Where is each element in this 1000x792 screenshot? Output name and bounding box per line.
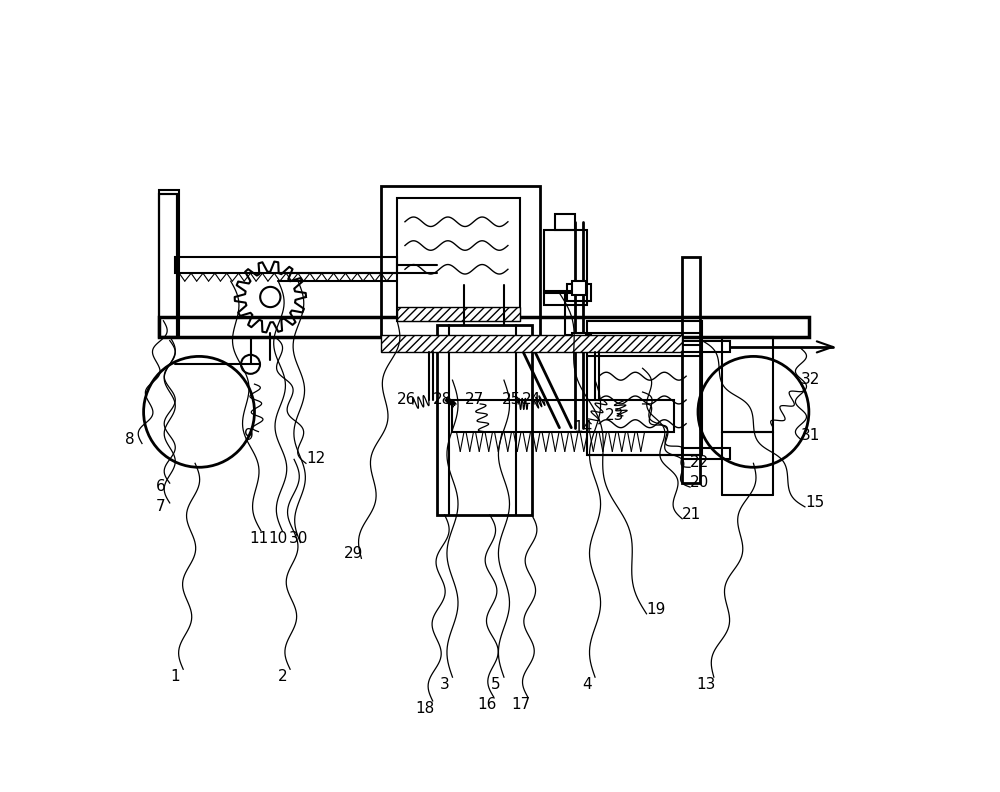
Text: 21: 21 (682, 507, 701, 522)
Bar (397, 198, 520, 321)
Text: 27: 27 (465, 392, 484, 407)
Text: 26: 26 (397, 392, 416, 407)
Text: 17: 17 (512, 697, 531, 712)
Bar (381, 186, 540, 337)
Bar (437, 325, 532, 515)
Bar (587, 321, 702, 455)
Text: 32: 32 (801, 372, 820, 387)
Bar (572, 333, 586, 347)
Bar (722, 337, 773, 432)
Text: 20: 20 (690, 475, 709, 490)
Bar (159, 194, 177, 337)
Bar (567, 335, 591, 352)
Text: 19: 19 (647, 602, 666, 617)
Text: 2: 2 (277, 669, 287, 684)
Text: 15: 15 (805, 495, 824, 510)
Bar (544, 291, 587, 305)
Text: 29: 29 (344, 546, 363, 562)
Bar (381, 335, 682, 352)
Bar (682, 257, 700, 483)
Text: 5: 5 (491, 677, 501, 692)
Bar (175, 257, 397, 273)
Bar (159, 190, 179, 337)
Text: 28: 28 (433, 392, 452, 407)
Text: 12: 12 (306, 451, 325, 466)
Text: 7: 7 (156, 499, 166, 514)
Bar (452, 400, 674, 432)
Bar (572, 281, 586, 295)
Bar (555, 214, 575, 230)
Text: 6: 6 (156, 479, 166, 494)
Bar (159, 194, 177, 337)
Bar (682, 448, 730, 459)
Text: 4: 4 (582, 677, 592, 692)
Text: 14: 14 (574, 420, 593, 435)
Text: 3: 3 (440, 677, 449, 692)
Text: 1: 1 (170, 669, 180, 684)
Text: 23: 23 (605, 408, 625, 423)
Bar (397, 307, 520, 321)
Bar (159, 317, 809, 337)
Text: 13: 13 (696, 677, 716, 692)
Text: 11: 11 (249, 531, 268, 546)
Text: 9: 9 (244, 428, 254, 443)
Bar (682, 341, 730, 352)
Bar (544, 230, 587, 293)
Text: 10: 10 (269, 531, 288, 546)
Text: 25: 25 (502, 392, 522, 407)
Bar (567, 284, 591, 301)
Text: 8: 8 (125, 432, 135, 447)
Text: 31: 31 (801, 428, 820, 443)
Text: 24: 24 (522, 392, 541, 407)
Text: 22: 22 (690, 455, 709, 470)
Text: 16: 16 (477, 697, 496, 712)
Text: 18: 18 (415, 701, 434, 716)
Text: 30: 30 (288, 531, 308, 546)
